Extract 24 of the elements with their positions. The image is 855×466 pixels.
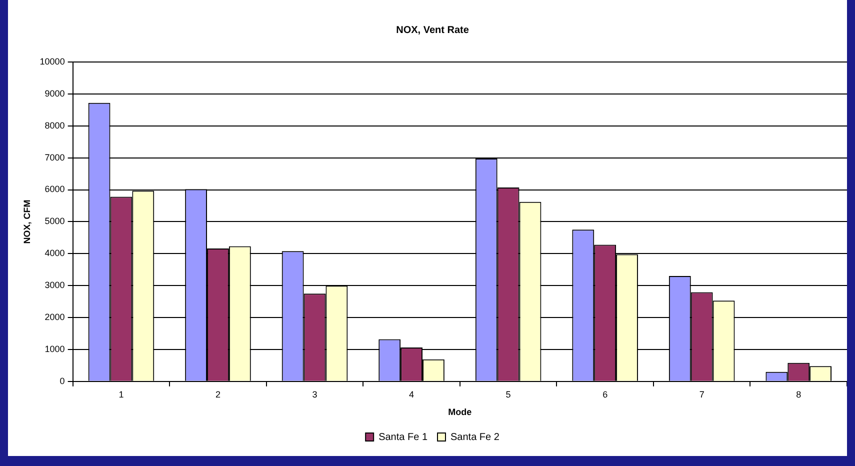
y-tick-label: 0 — [60, 376, 65, 386]
y-axis-title: NOX, CFM — [22, 200, 32, 244]
x-tick-label: 3 — [312, 389, 318, 400]
x-tick-label: 8 — [796, 389, 802, 400]
chart-title: NOX, Vent Rate — [396, 24, 470, 36]
x-tick-label: 7 — [699, 389, 704, 400]
y-tick-label: 9000 — [44, 88, 65, 98]
y-tick-label: 1000 — [44, 344, 65, 354]
x-tick-label: 5 — [506, 389, 511, 400]
y-tick-label: 6000 — [44, 184, 65, 194]
legend-label: Santa Fe 2 — [450, 432, 500, 443]
y-tick-label: 5000 — [44, 216, 65, 226]
x-axis-title: Mode — [448, 407, 472, 418]
y-tick-label: 2000 — [44, 312, 65, 322]
y-tick-label: 7000 — [44, 152, 65, 162]
y-tick-label: 3000 — [44, 280, 65, 290]
x-tick-label: 4 — [409, 389, 414, 400]
y-tick-label: 8000 — [44, 120, 65, 130]
legend-label: Santa Fe 1 — [378, 432, 428, 443]
x-tick-label: 1 — [118, 389, 124, 400]
y-tick-label: 10000 — [40, 56, 65, 66]
y-tick-label: 4000 — [44, 248, 65, 258]
x-tick-label: 2 — [215, 389, 220, 400]
x-tick-label: 6 — [602, 389, 608, 400]
